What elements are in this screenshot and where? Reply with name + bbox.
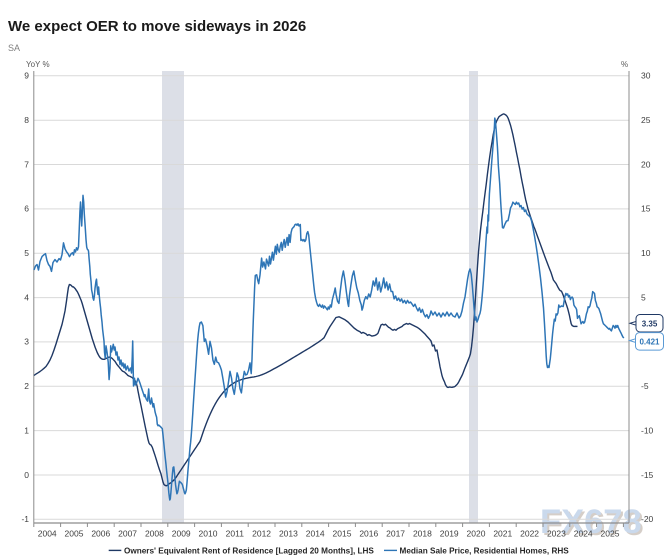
svg-text:2022: 2022: [520, 529, 539, 539]
svg-text:2012: 2012: [252, 529, 271, 539]
svg-text:2006: 2006: [91, 529, 110, 539]
svg-text:YoY %: YoY %: [26, 60, 50, 69]
svg-text:2014: 2014: [306, 529, 325, 539]
svg-text:2008: 2008: [145, 529, 164, 539]
svg-text:20: 20: [641, 159, 651, 169]
svg-text:3.35: 3.35: [642, 319, 658, 328]
svg-text:-10: -10: [641, 425, 654, 435]
svg-text:2024: 2024: [574, 529, 593, 539]
svg-text:2023: 2023: [547, 529, 566, 539]
svg-text:2009: 2009: [172, 529, 191, 539]
svg-text:0: 0: [24, 470, 29, 480]
svg-text:We expect OER to move sideways: We expect OER to move sideways in 2026: [8, 18, 306, 35]
svg-text:2013: 2013: [279, 529, 298, 539]
svg-text:2015: 2015: [333, 529, 352, 539]
svg-text:Median Sale Price, Residential: Median Sale Price, Residential Homes, RH…: [400, 546, 570, 555]
svg-text:2021: 2021: [493, 529, 512, 539]
svg-text:0.421: 0.421: [639, 337, 660, 346]
svg-text:2017: 2017: [386, 529, 405, 539]
svg-text:6: 6: [24, 204, 29, 214]
svg-text:2020: 2020: [467, 529, 486, 539]
svg-text:4: 4: [24, 292, 29, 302]
svg-text:SA: SA: [8, 43, 20, 53]
svg-text:-15: -15: [641, 470, 654, 480]
svg-text:5: 5: [24, 248, 29, 258]
svg-text:9: 9: [24, 71, 29, 81]
svg-text:2018: 2018: [413, 529, 432, 539]
svg-text:2011: 2011: [226, 529, 245, 539]
svg-text:-1: -1: [21, 514, 29, 524]
svg-text:2007: 2007: [118, 529, 137, 539]
svg-text:10: 10: [641, 248, 651, 258]
svg-text:2025: 2025: [601, 529, 620, 539]
svg-text:Owners' Equivalent Rent of Res: Owners' Equivalent Rent of Residence [La…: [124, 546, 374, 555]
svg-text:-5: -5: [641, 381, 649, 391]
svg-text:30: 30: [641, 71, 651, 81]
svg-text:-20: -20: [641, 514, 654, 524]
svg-text:7: 7: [24, 159, 29, 169]
svg-text:15: 15: [641, 204, 651, 214]
svg-text:1: 1: [24, 425, 29, 435]
svg-text:2016: 2016: [359, 529, 378, 539]
svg-text:25: 25: [641, 115, 651, 125]
svg-text:2: 2: [24, 381, 29, 391]
svg-text:8: 8: [24, 115, 29, 125]
svg-text:2019: 2019: [440, 529, 459, 539]
svg-text:3: 3: [24, 337, 29, 347]
svg-text:%: %: [621, 60, 628, 69]
svg-text:2010: 2010: [199, 529, 218, 539]
svg-text:2004: 2004: [38, 529, 57, 539]
svg-text:2005: 2005: [65, 529, 84, 539]
svg-text:5: 5: [641, 292, 646, 302]
